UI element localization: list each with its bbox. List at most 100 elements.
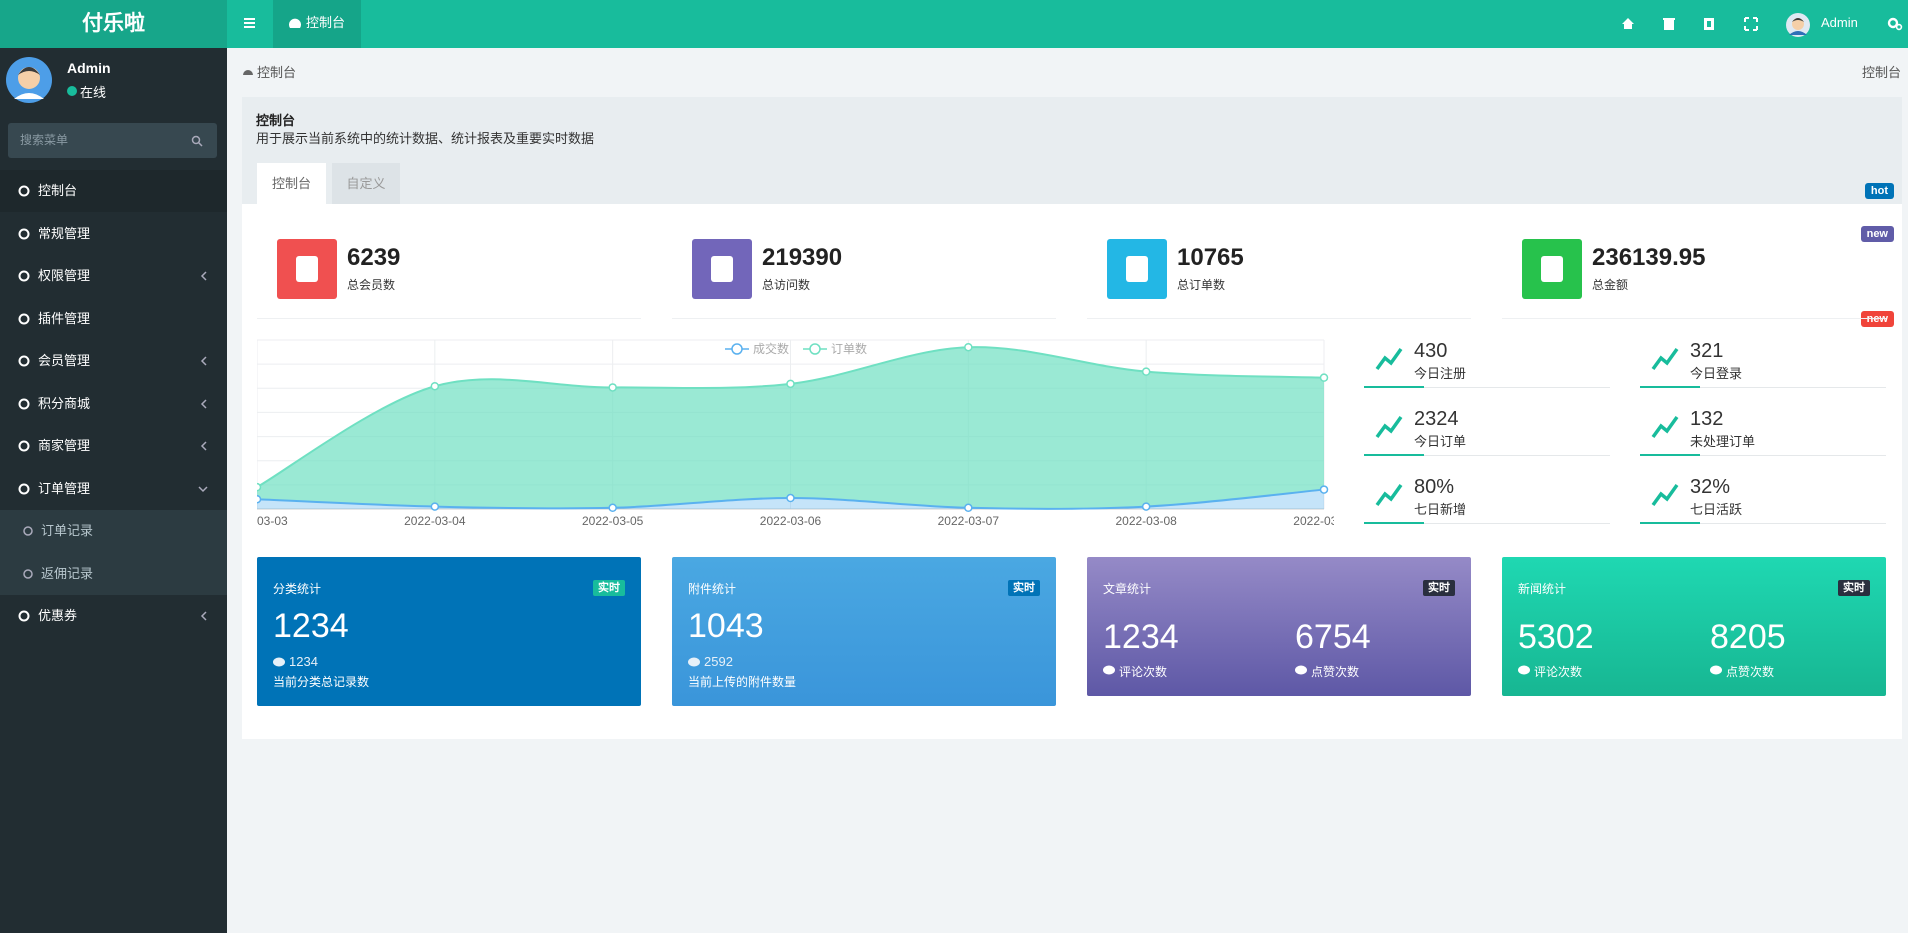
tab-active[interactable]: [257, 163, 326, 204]
x-tick-label: 2022-03-05: [582, 514, 644, 528]
mini-accent: [1364, 454, 1424, 456]
mini-icon: [1651, 483, 1679, 507]
menu-label[interactable]: 商家管理: [38, 438, 91, 453]
tab-label[interactable]: 控制台: [271, 176, 311, 191]
card-sub-label: 评论次数: [1534, 665, 1583, 679]
card-title: 附件统计: [688, 582, 737, 596]
card-sub-icon: [273, 657, 285, 667]
menu-badge[interactable]: hot: [1864, 183, 1894, 199]
menu-icon: [18, 483, 30, 494]
card-sub-label: 点赞次数: [1726, 665, 1775, 679]
mini-icon: [1651, 347, 1679, 371]
card-sub-label: 当前分类总记录数: [273, 675, 370, 689]
stat-icon: [1107, 239, 1167, 299]
card-badge: 实时: [1008, 580, 1040, 596]
settings-icon[interactable]: [1887, 16, 1903, 32]
menu-icon: [18, 228, 30, 239]
card-sub-icon: [1295, 665, 1307, 675]
card-sub-label: 评论次数: [1119, 665, 1168, 679]
card-value: 1234: [273, 607, 349, 645]
point: [1141, 502, 1151, 511]
menu-label[interactable]: 插件管理: [38, 310, 91, 326]
mini-value: 2324: [1414, 408, 1459, 430]
card-value: 5302: [1518, 618, 1594, 656]
mini-divider: [1640, 455, 1886, 456]
mini-accent: [1640, 522, 1700, 524]
mini-divider: [1640, 387, 1886, 388]
menu-label[interactable]: 优惠券: [38, 608, 78, 623]
menu-arrow: [200, 441, 207, 451]
menu-icon: [18, 398, 30, 409]
header-icons[interactable]: [1620, 14, 1770, 34]
mini-value: 321: [1690, 340, 1724, 362]
menu-label[interactable]: 积分商城: [38, 395, 91, 411]
active-tab[interactable]: [273, 0, 361, 48]
card-title: 新闻统计: [1518, 582, 1567, 596]
mini-label: 今日注册: [1414, 366, 1467, 381]
mini-accent: [1640, 386, 1700, 388]
menu-label[interactable]: 权限管理: [38, 268, 91, 283]
card-value: 8205: [1710, 618, 1786, 656]
breadcrumb-right[interactable]: 控制台: [1861, 65, 1901, 80]
menu-icon: [18, 313, 30, 324]
card-sub-value: 2592: [704, 654, 733, 669]
card-value: 1234: [1103, 618, 1179, 656]
point: [1141, 367, 1151, 376]
tab-label[interactable]: 控制台: [306, 15, 346, 30]
card-sub-label: 当前上传的附件数量: [688, 675, 797, 689]
submenu-label[interactable]: 返佣记录: [41, 565, 94, 581]
area-chart: 2022-03-03 2022-03-04 2022-03-05 2022-03-06…: [257, 339, 1334, 528]
mini-accent: [1640, 454, 1700, 456]
point: [786, 493, 795, 503]
card-sub-label: 点赞次数: [1311, 665, 1360, 679]
legend-marker: [809, 343, 821, 355]
tab-inactive[interactable]: [332, 163, 400, 204]
panel-description: 用于展示当前系统中的统计数据、统计报表及重要实时数据: [256, 131, 595, 146]
menu-label[interactable]: 会员管理: [38, 353, 91, 368]
stat-card: [1087, 557, 1471, 696]
stat-divider: [1087, 318, 1471, 319]
card-title: 文章统计: [1103, 582, 1152, 596]
sidebar-user: Admin: [67, 60, 111, 76]
stat-card: [672, 557, 1056, 706]
menu-label[interactable]: 常规管理: [38, 225, 91, 241]
breadcrumb-title[interactable]: 控制台: [257, 65, 297, 80]
mini-label: 七日新增: [1414, 502, 1467, 517]
submenu-icon: [23, 526, 33, 536]
stat-label: 总订单数: [1177, 278, 1226, 292]
menu-badge[interactable]: new: [1860, 225, 1894, 242]
card-sub-icon: [1518, 665, 1530, 675]
header-user[interactable]: Admin: [1821, 15, 1858, 30]
mini-label: 今日登录: [1690, 366, 1743, 381]
search-placeholder[interactable]: 搜索菜单: [20, 133, 69, 147]
mini-icon: [1375, 415, 1403, 439]
panel-title: 控制台: [256, 113, 296, 128]
menu-arrow: [200, 398, 207, 409]
search-box[interactable]: [8, 123, 217, 158]
submenu-label[interactable]: 订单记录: [41, 523, 94, 538]
menu-toggle[interactable]: [243, 16, 257, 30]
x-tick-label: 2022-03-06: [760, 514, 822, 528]
stat-label: 总会员数: [347, 278, 396, 292]
logo-area[interactable]: [0, 0, 227, 48]
x-tick-label: 2022-03-04: [404, 514, 466, 528]
logo[interactable]: 付乐啦: [82, 12, 145, 35]
stat-divider: [1502, 318, 1886, 319]
header-avatar[interactable]: [1785, 12, 1811, 38]
tab-label[interactable]: 自定义: [346, 176, 386, 191]
stat-label: 总访问数: [762, 278, 811, 292]
stat-icon: [692, 239, 752, 299]
x-tick-label: 2022-03-09: [1293, 514, 1334, 528]
menu-arrow: [200, 356, 207, 366]
point: [608, 503, 617, 513]
menu-label[interactable]: 控制台: [38, 183, 78, 198]
menu-active-bg[interactable]: [0, 170, 227, 212]
mini-accent: [1364, 386, 1424, 388]
search-icon[interactable]: [191, 135, 203, 147]
menu-label[interactable]: 订单管理: [38, 480, 91, 496]
stat-icon: [277, 239, 337, 299]
area-fill: [257, 347, 1324, 509]
point: [1319, 373, 1329, 382]
menu-arrow: [198, 485, 208, 492]
